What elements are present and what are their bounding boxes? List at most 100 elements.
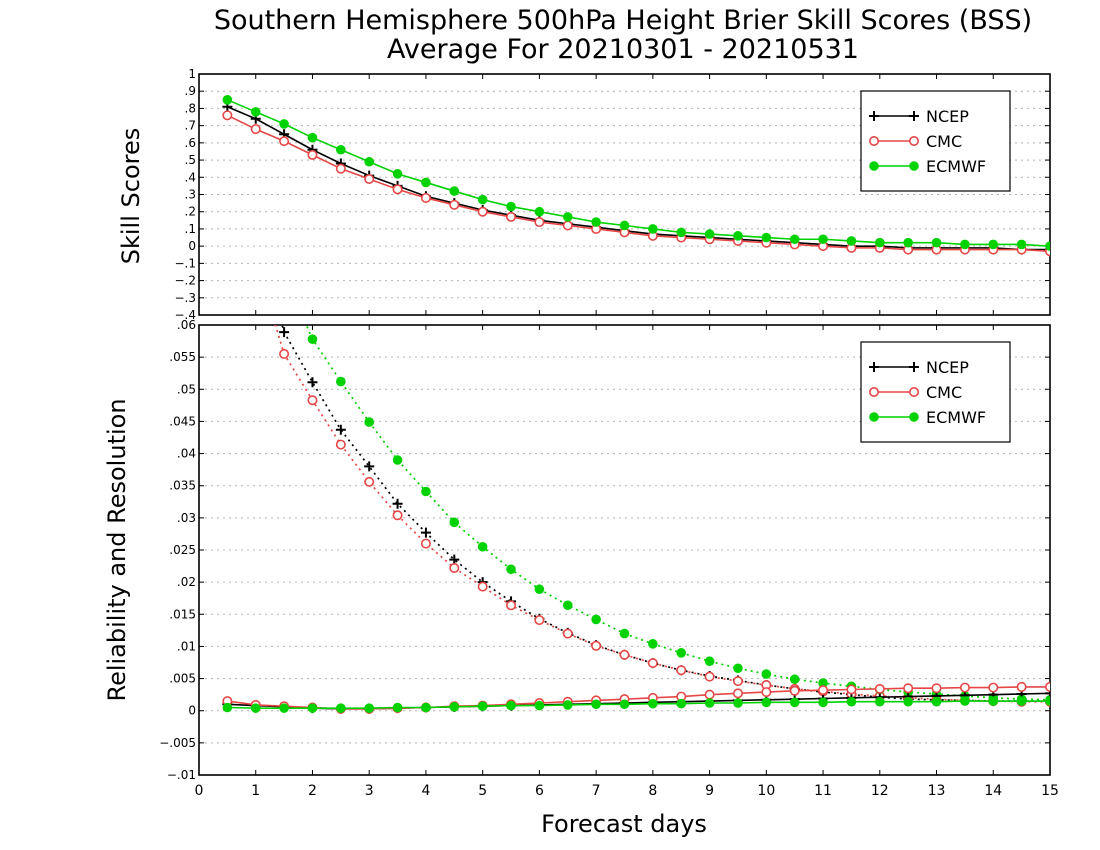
top-y-tick-label: .3	[185, 188, 196, 202]
top-legend-marker-ncep	[869, 111, 879, 121]
top-point-ecmwf	[875, 237, 885, 248]
bottom-point-ecmwf	[903, 696, 913, 707]
bottom-point-ecmwf	[988, 696, 999, 706]
bottom-point-ecmwf	[421, 702, 431, 713]
x-tick-label: 4	[421, 783, 430, 799]
top-legend-label-ncep: NCEP	[926, 107, 969, 126]
top-legend-marker-cmc	[868, 136, 879, 147]
top-legend: NCEP CMC ECMWF	[860, 90, 1011, 192]
bottom-point-ecmwf	[562, 600, 573, 611]
bottom-point-cmc	[874, 683, 885, 694]
bottom-point-cmc	[420, 538, 431, 549]
x-tick-label: 6	[535, 783, 544, 799]
bottom-point-ecmwf	[818, 697, 828, 708]
x-tick-label: 7	[592, 783, 601, 799]
top-point-ecmwf	[506, 201, 516, 212]
x-tick-label: 2	[308, 783, 317, 799]
x-tick-label: 3	[365, 783, 374, 799]
bottom-point-cmc	[704, 689, 715, 700]
x-tick-label: 0	[195, 783, 204, 799]
bottom-point-cmc	[307, 395, 318, 406]
top-point-ecmwf	[988, 239, 999, 250]
bottom-y-tick-label: .015	[169, 607, 196, 621]
bottom-point-ecmwf	[336, 376, 346, 387]
bottom-point-ecmwf	[704, 656, 715, 667]
bottom-legend: NCEP CMC ECMWF	[860, 341, 1011, 443]
top-point-ecmwf	[449, 186, 460, 196]
bottom-point-cmc	[846, 684, 857, 695]
top-y-tick-label: −.1	[174, 256, 196, 270]
top-legend-label-ecmwf: ECMWF	[926, 157, 986, 176]
bottom-point-cmc	[761, 687, 772, 698]
bottom-y-tick-label: .03	[177, 511, 196, 525]
bottom-y-tick-label: .04	[177, 447, 196, 461]
bottom-point-ecmwf	[307, 334, 318, 344]
top-point-ecmwf	[250, 107, 261, 117]
top-y-tick-label: .6	[185, 136, 196, 150]
bottom-y-tick-label: .02	[177, 575, 196, 589]
top-point-ecmwf	[846, 236, 857, 246]
bottom-point-ecmwf	[704, 698, 715, 708]
bottom-point-ecmwf	[676, 648, 687, 658]
top-series-cmc	[222, 110, 1050, 257]
top-point-cmc	[392, 184, 403, 195]
bottom-point-ecmwf	[506, 700, 516, 711]
bottom-y-tick-label: .055	[169, 350, 196, 364]
top-point-ecmwf	[279, 119, 289, 129]
bottom-point-ncep	[420, 527, 431, 538]
x-tick-label: 9	[705, 783, 714, 799]
bottom-point-cmc	[591, 640, 602, 651]
top-point-ecmwf	[477, 194, 488, 205]
bottom-y-tick-label: .05	[177, 382, 196, 396]
top-point-ecmwf	[534, 206, 545, 217]
bottom-point-ecmwf	[619, 699, 630, 710]
x-tick-label: 14	[984, 783, 1002, 799]
top-point-ecmwf	[222, 95, 233, 105]
bottom-point-ecmwf	[506, 564, 516, 575]
top-y-tick-label: .2	[185, 205, 196, 219]
top-legend-marker-ecmwf	[869, 161, 879, 171]
bottom-point-cmc	[392, 510, 403, 521]
bottom-point-ncep	[1045, 688, 1050, 699]
bottom-y-axis-label: Reliability and Resolution	[103, 398, 131, 701]
bottom-point-ecmwf	[250, 703, 261, 713]
top-point-cmc	[364, 174, 375, 185]
bottom-y-tick-label: .005	[169, 672, 196, 686]
bottom-point-ecmwf	[619, 628, 630, 639]
bottom-point-cmc	[931, 683, 942, 694]
bottom-point-ncep	[279, 327, 290, 338]
top-legend-marker-ecmwf	[909, 161, 919, 171]
chart-title-line1: Southern Hemisphere 500hPa Height Brier …	[214, 5, 1032, 36]
top-point-ecmwf	[648, 224, 658, 234]
top-point-ecmwf	[960, 239, 970, 250]
bottom-point-cmc	[988, 682, 999, 693]
bottom-point-ecmwf	[222, 702, 233, 713]
x-axis-label: Forecast days	[541, 810, 707, 838]
bottom-point-ecmwf	[761, 669, 772, 679]
bottom-point-ncep	[364, 461, 375, 472]
bottom-point-cmc	[364, 476, 375, 487]
bottom-point-ecmwf	[960, 696, 970, 706]
top-point-ecmwf	[364, 156, 375, 167]
top-point-ecmwf	[789, 234, 800, 245]
bottom-y-tick-label: .045	[169, 414, 196, 428]
bottom-point-ecmwf	[818, 678, 828, 688]
bottom-point-ecmwf	[789, 697, 800, 708]
bottom-point-ecmwf	[761, 697, 772, 708]
top-point-ecmwf	[903, 237, 913, 248]
bottom-series-cmc-dotted	[274, 325, 1050, 707]
top-legend-marker-ncep	[909, 111, 919, 121]
bottom-legend-label-cmc: CMC	[926, 383, 962, 402]
x-tick-label: 8	[648, 783, 657, 799]
bottom-y-tick-label: −.005	[159, 736, 196, 750]
bottom-point-ecmwf	[449, 517, 460, 528]
top-point-ecmwf	[676, 227, 687, 238]
bottom-point-ecmwf	[931, 696, 942, 707]
top-point-ecmwf	[761, 232, 772, 243]
top-frame	[198, 73, 1051, 316]
top-y-axis-label: Skill Scores	[117, 128, 145, 265]
bottom-point-ecmwf	[1045, 696, 1050, 706]
bottom-point-ecmwf	[591, 699, 601, 710]
bottom-point-ncep	[335, 424, 346, 435]
